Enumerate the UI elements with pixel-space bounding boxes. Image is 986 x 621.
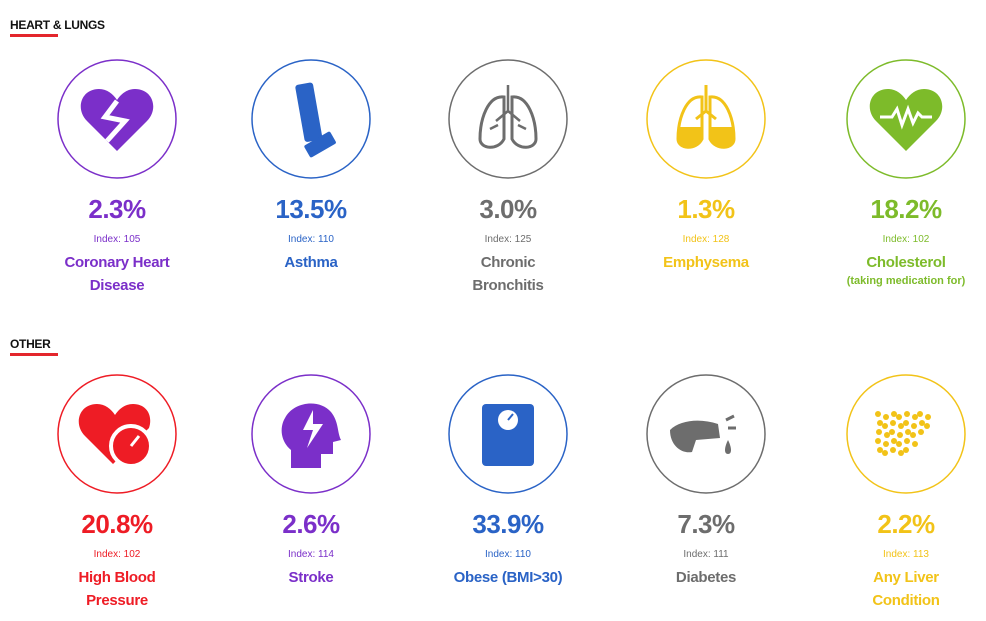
percent: 13.5% <box>275 194 347 224</box>
label-line: Chronic <box>480 254 536 271</box>
icon <box>646 374 766 494</box>
stat-card: 20.8% Index: 102 High Blood Pressure <box>17 373 217 612</box>
index: Index: 102 <box>882 234 930 245</box>
stat-card: 13.5% Index: 110 Asthma <box>211 58 411 274</box>
label: Asthma <box>211 251 411 274</box>
icon <box>846 59 966 179</box>
label: Diabetes <box>606 566 806 589</box>
index: Index: 113 <box>883 549 929 560</box>
stat-card: 1.3% Index: 128 Emphysema <box>606 58 806 274</box>
label-line: Disease <box>89 277 145 294</box>
index: Index: 111 <box>683 549 729 560</box>
label-line: Obese (BMI>30) <box>453 569 563 586</box>
percent: 18.2% <box>870 194 942 224</box>
label: Coronary Heart Disease <box>17 251 217 297</box>
stat-card: 3.0% Index: 125 Chronic Bronchitis <box>408 58 608 297</box>
section-title: HEART & LUNGS <box>10 18 105 32</box>
percent: 1.3% <box>677 194 735 224</box>
section-title: OTHER <box>10 337 51 351</box>
label: Cholesterol <box>806 251 986 274</box>
label: Chronic Bronchitis <box>408 251 608 297</box>
label: Any Liver Condition <box>806 566 986 612</box>
stat-card: 18.2% Index: 102 Cholesterol (taking medica… <box>806 58 986 288</box>
index: Index: 110 <box>485 549 531 560</box>
label-line: Any Liver <box>873 569 939 586</box>
percent: 33.9% <box>472 509 544 539</box>
index: Index: 102 <box>93 549 141 560</box>
stat-card: 7.3% Index: 111 Diabetes <box>606 373 806 589</box>
sublabel: (taking medication for) <box>846 275 966 287</box>
icon <box>57 374 177 494</box>
percent: 7.3% <box>677 509 735 539</box>
icon <box>57 59 177 179</box>
label-line: Coronary Heart <box>64 254 170 271</box>
label-line: Asthma <box>284 254 338 271</box>
percent: 20.8% <box>81 509 153 539</box>
percent: 2.6% <box>282 509 340 539</box>
label-line: Condition <box>872 592 940 609</box>
index: Index: 114 <box>288 549 334 560</box>
section-underline <box>10 353 58 356</box>
label-line: Bronchitis <box>472 277 544 294</box>
icon <box>448 59 568 179</box>
percent: 3.0% <box>479 194 537 224</box>
stat-card: 2.2% Index: 113 Any Liver Condition <box>806 373 986 612</box>
percent: 2.2% <box>877 509 935 539</box>
label-line: High Blood <box>78 569 156 586</box>
index: Index: 125 <box>484 234 532 245</box>
section-underline <box>10 34 58 37</box>
index: Index: 128 <box>682 234 730 245</box>
label: Stroke <box>211 566 411 589</box>
index: Index: 105 <box>93 234 141 245</box>
icon <box>448 374 568 494</box>
icon <box>251 59 371 179</box>
stat-card: 2.6% Index: 114 Stroke <box>211 373 411 589</box>
label: Obese (BMI>30) <box>408 566 608 589</box>
label-line: Diabetes <box>675 569 737 586</box>
stat-card: 33.9% Index: 110 Obese (BMI>30) <box>408 373 608 589</box>
label: High Blood Pressure <box>17 566 217 612</box>
label: Emphysema <box>606 251 806 274</box>
index: Index: 110 <box>288 234 334 245</box>
stat-card: 2.3% Index: 105 Coronary Heart Disease <box>17 58 217 297</box>
label-line: Emphysema <box>663 254 749 271</box>
label-line: Pressure <box>86 592 148 609</box>
icon <box>251 374 371 494</box>
label-line: Cholesterol <box>866 254 946 271</box>
percent: 2.3% <box>88 194 146 224</box>
label-line: Stroke <box>288 569 334 586</box>
icon <box>646 59 766 179</box>
icon <box>846 374 966 494</box>
